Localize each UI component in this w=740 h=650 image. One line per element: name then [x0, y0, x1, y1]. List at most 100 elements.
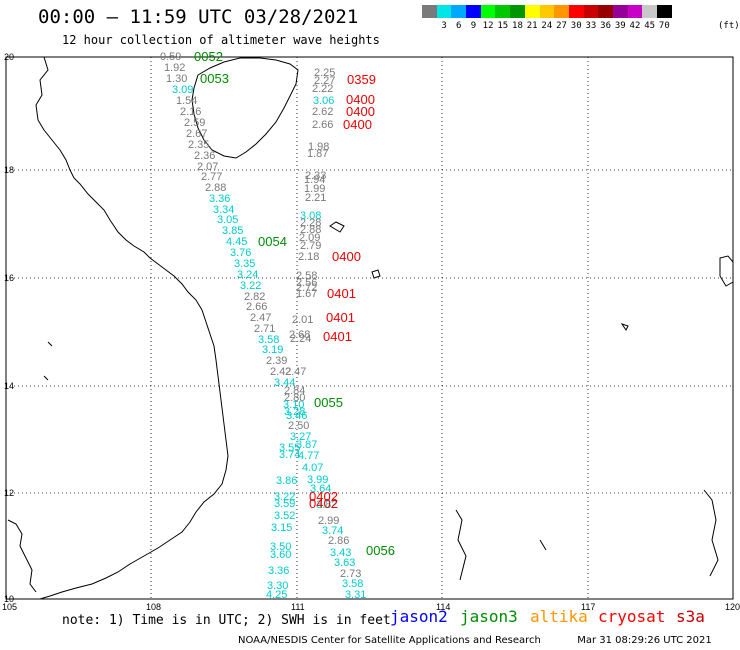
colorbar-label: 39	[614, 21, 626, 31]
lat-tick: 20	[4, 52, 14, 62]
wave-height-value: 1.94	[304, 174, 325, 186]
colorbar-label: 9	[470, 21, 477, 31]
colorbar-label: 27	[556, 21, 567, 31]
colorbar-swatch	[539, 5, 555, 18]
wave-height-value: 2.84	[284, 385, 305, 397]
wave-height-value: 3.59	[274, 498, 295, 510]
lon-tick: 114	[436, 602, 450, 612]
pass-number-label: 0054	[258, 234, 287, 249]
wave-height-value: 3.06	[313, 95, 334, 107]
colorbar	[422, 5, 672, 18]
colorbar-swatch	[466, 5, 481, 18]
pass-number-label: 0052	[194, 49, 223, 64]
colorbar-swatch	[554, 5, 569, 18]
colorbar-unit: (ft)	[718, 21, 740, 31]
wave-height-value: 3.24	[237, 269, 258, 281]
wave-height-value: 2.88	[300, 224, 321, 236]
colorbar-label: 30	[570, 21, 582, 31]
colorbar-swatch	[436, 5, 452, 18]
legend-altika: altika	[530, 607, 588, 626]
colorbar-swatch	[495, 5, 511, 18]
wave-height-value: 3.27	[290, 431, 311, 443]
wave-height-value: 3.76	[230, 247, 251, 259]
wave-height-value: 2.71	[254, 323, 275, 335]
wave-height-value: 3.63	[334, 557, 355, 569]
wave-height-value: 2.39	[266, 355, 287, 367]
page-title: 00:00 – 11:59 UTC 03/28/2021	[38, 6, 359, 28]
lon-tick: 111	[291, 602, 305, 612]
wave-height-value: 4.45	[226, 236, 247, 248]
wave-height-value: 1.99	[304, 183, 325, 195]
lat-tick: 14	[4, 381, 14, 391]
wave-height-value: 2.24	[290, 333, 311, 345]
footnote: note: 1) Time is in UTC; 2) SWH is in fe…	[62, 613, 391, 628]
wave-height-value: 2.27	[314, 75, 335, 87]
wave-height-value: 3.58	[342, 578, 363, 590]
wave-height-value: 2.59	[184, 117, 205, 129]
colorbar-swatch	[568, 5, 584, 18]
wave-height-value: 2.42	[270, 366, 291, 378]
wave-height-value: 3.52	[274, 510, 295, 522]
wave-height-value: 2.56	[296, 277, 317, 289]
wave-height-value: 2.82	[244, 291, 265, 303]
wave-height-value: 2.72	[296, 282, 317, 294]
colorbar-swatch	[524, 5, 540, 18]
wave-height-value: 3.87	[296, 439, 317, 451]
wave-height-value: 2.99	[318, 515, 339, 527]
wave-height-value: 4.07	[302, 462, 323, 474]
lat-tick: 18	[4, 165, 14, 175]
wave-height-value: 3.19	[262, 344, 283, 356]
colorbar-label: 70	[658, 21, 670, 31]
credit-line: NOAA/NESDIS Center for Satellite Applica…	[238, 635, 712, 646]
lon-tick: 108	[146, 602, 161, 612]
pass-number-label: 0401	[323, 329, 352, 344]
colorbar-label: 3	[441, 21, 447, 31]
pass-number-label: 0359	[347, 72, 376, 87]
wave-height-value: 3.22	[240, 280, 261, 292]
wave-height-value: 2.73	[340, 568, 361, 580]
legend-s3a: s3a	[676, 607, 705, 626]
wave-height-value: 3.22	[274, 491, 295, 503]
wave-height-value: 2.67	[186, 128, 207, 140]
wave-height-value: 3.58	[258, 334, 279, 346]
colorbar-labels: 3 6 9 12 15 18 21 24 27 30 33 36 39 42 45 70	[422, 21, 672, 31]
colorbar-swatch	[612, 5, 628, 18]
lat-tick: 12	[4, 488, 14, 498]
pass-number-label: 0400	[332, 249, 361, 264]
wave-height-value: 3.44	[274, 377, 295, 389]
wave-height-value: 3.50	[270, 541, 291, 553]
axis-ticks: 105 108 111 114 117 120 20 18 16 14 12 1…	[2, 52, 740, 612]
colorbar-swatch	[657, 5, 672, 18]
wave-height-value: 2.47	[250, 312, 271, 324]
wave-height-value: 2.07	[197, 161, 218, 173]
colorbar-label: 15	[497, 21, 509, 31]
credit-agency: NOAA/NESDIS Center for Satellite Applica…	[238, 635, 541, 646]
wave-height-value: 2.09	[299, 232, 320, 244]
lat-tick: 10	[4, 594, 14, 604]
pass-number-label: 0401	[327, 286, 356, 301]
colorbar-swatch	[510, 5, 525, 18]
colorbar-label: 12	[482, 21, 494, 31]
page-subtitle: 12 hour collection of altimeter wave hei…	[62, 33, 380, 47]
pass-number-label: 0055	[314, 395, 343, 410]
generated-timestamp: Mar 31 08:29:26 UTC 2021	[577, 635, 712, 646]
wave-height-value: 3.08	[300, 210, 321, 222]
colorbar-swatch	[480, 5, 496, 18]
wave-height-value: 2.77	[201, 171, 222, 183]
wave-height-value: 2.88	[205, 182, 226, 194]
wave-height-value: 1.67	[296, 288, 317, 300]
wave-height-value: 2.33	[305, 170, 326, 182]
colorbar-swatch	[627, 5, 643, 18]
wave-height-value: 2.47	[285, 366, 306, 378]
colorbar-label: 24	[541, 21, 553, 31]
lat-lon-grid	[6, 57, 733, 599]
wave-height-value: 3.31	[345, 589, 366, 601]
colorbar-label: 18	[512, 21, 523, 31]
wave-height-value: 1.98	[308, 141, 329, 153]
wave-height-value: 3.86	[276, 475, 297, 487]
wave-height-value: 3.15	[271, 522, 292, 534]
pass-number-label: 0400	[346, 92, 375, 107]
lon-tick: 117	[581, 602, 595, 612]
wave-height-value: 1.30	[166, 73, 187, 85]
